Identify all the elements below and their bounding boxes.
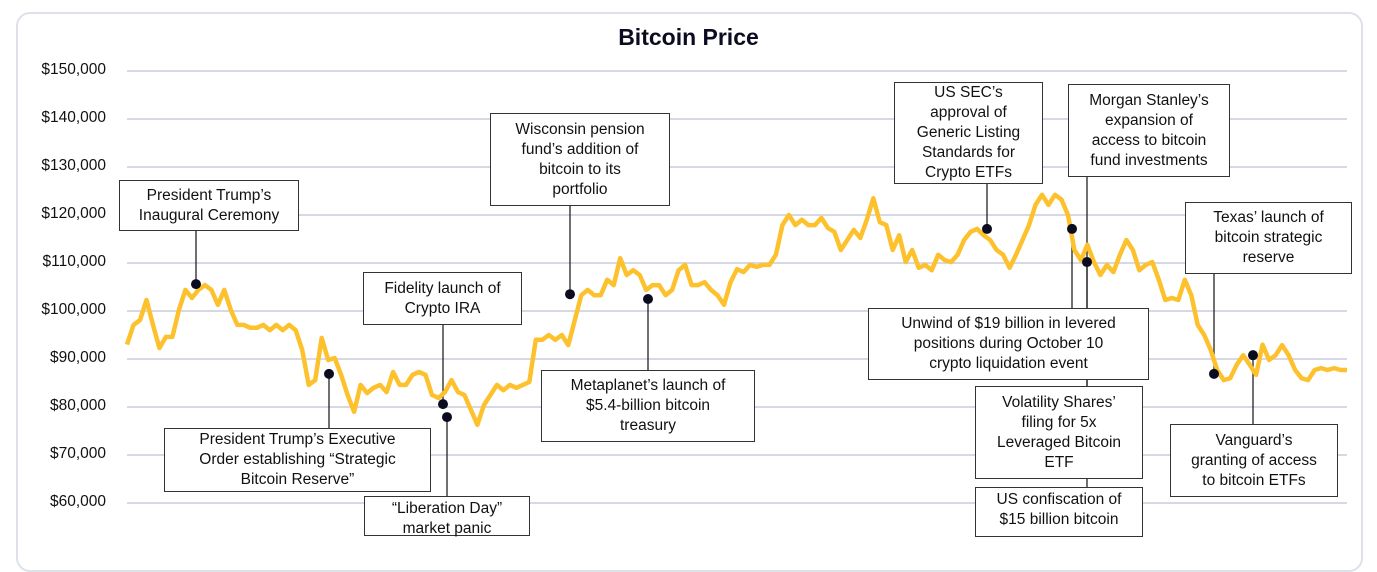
y-tick-label: $100,000 [41, 301, 106, 318]
event-dot [1082, 257, 1092, 268]
event-dot [1248, 350, 1258, 361]
event-dot [982, 223, 992, 234]
price-line [124, 192, 1347, 428]
event-dot [643, 294, 653, 304]
y-tick-label: $80,000 [49, 397, 106, 414]
y-tick-label: $130,000 [41, 157, 106, 174]
event-annotation: “Liberation Day” market panic [364, 496, 530, 537]
event-dot [438, 399, 448, 410]
event-dot [1209, 368, 1219, 379]
y-tick-label: $70,000 [49, 445, 106, 462]
event-annotation: Wisconsin pension fund’s addition of bit… [490, 113, 670, 206]
event-annotation: Metaplanet’s launch of $5.4-billion bitc… [541, 370, 755, 442]
y-tick-label: $110,000 [42, 253, 107, 270]
y-tick-label: $150,000 [41, 61, 106, 78]
event-annotation: US confiscation of $15 billion bitcoin [975, 487, 1143, 537]
y-tick-label: $60,000 [49, 493, 106, 510]
event-dot [191, 279, 201, 290]
event-annotation: Vanguard’s granting of access to bitcoin… [1170, 424, 1338, 497]
event-annotation: Volatility Shares’ filing for 5x Leverag… [975, 386, 1143, 479]
event-dot [324, 368, 334, 379]
event-annotation: Texas’ launch of bitcoin strategic reser… [1185, 202, 1352, 274]
event-annotation: Morgan Stanley’s expansion of access to … [1068, 84, 1230, 177]
y-tick-label: $90,000 [49, 349, 106, 366]
event-annotation: President Trump’s Inaugural Ceremony [119, 180, 299, 231]
event-dot [1067, 223, 1077, 234]
y-tick-label: $120,000 [41, 205, 106, 222]
event-annotation: US SEC’s approval of Generic Listing Sta… [894, 82, 1043, 184]
event-annotation: Unwind of $19 billion in levered positio… [868, 308, 1149, 380]
event-annotation: Fidelity launch of Crypto IRA [363, 272, 522, 325]
event-dot [442, 412, 452, 423]
chart-title: Bitcoin Price [618, 24, 759, 50]
event-annotation: President Trump’s Executive Order establ… [164, 428, 431, 492]
y-tick-label: $140,000 [41, 109, 106, 126]
event-dot [565, 289, 575, 300]
